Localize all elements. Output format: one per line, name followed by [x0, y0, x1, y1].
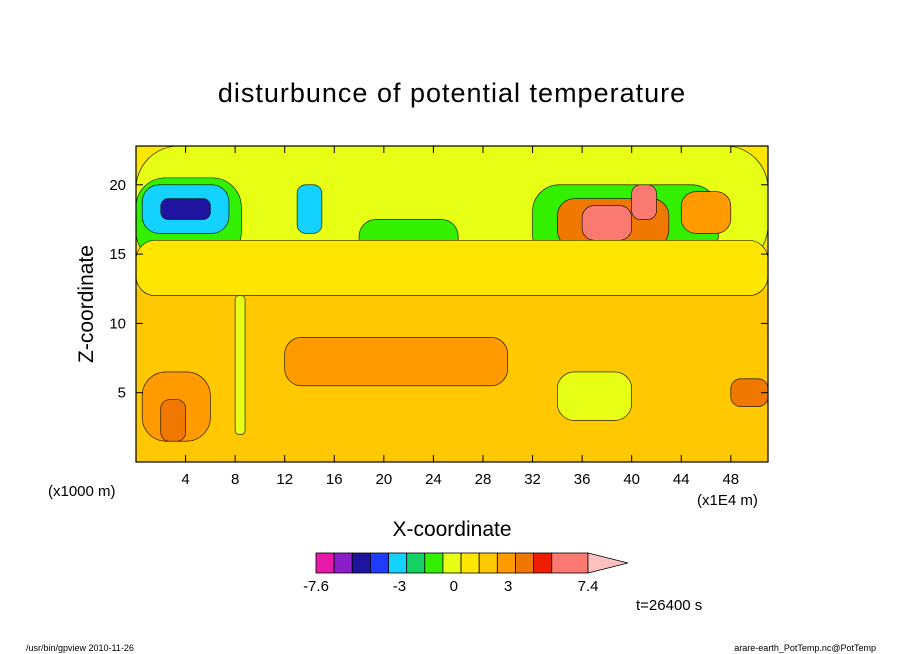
- colorbar-segment: [333, 552, 353, 574]
- colorbar-segment: [460, 552, 480, 574]
- contour-region: [581, 205, 632, 241]
- x-tick-label: 16: [326, 471, 343, 488]
- contour-region: [296, 184, 323, 234]
- colorbar-segment: [369, 552, 389, 574]
- colorbar-segment: [533, 552, 553, 574]
- colorbar-segment: [551, 552, 589, 574]
- contour-region: [160, 198, 211, 220]
- footer-left: /usr/bin/gpview 2010-11-26: [26, 643, 134, 653]
- colorbar: [315, 552, 629, 574]
- colorbar-label: 7.4: [578, 578, 599, 595]
- x-tick-label: 4: [181, 471, 189, 488]
- colorbar-label: -7.6: [303, 578, 329, 595]
- y-axis-ticks: 5 10 15 20: [109, 177, 768, 402]
- x-axis-ticks: 4 8 12 16 20 24 28 32 36 40 44 48: [181, 146, 739, 488]
- colorbar-extend-arrow: [587, 552, 629, 574]
- plot-frame: [135, 145, 769, 463]
- y-axis-label: Z-coordinate: [75, 245, 98, 363]
- time-annotation: t=26400 s: [636, 597, 702, 614]
- contour-region: [135, 239, 769, 296]
- x-tick-label: 12: [276, 471, 293, 488]
- x-tick-label: 24: [425, 471, 442, 488]
- colorbar-label: 0: [450, 578, 458, 595]
- colorbar-segment: [442, 552, 462, 574]
- contour-region: [284, 336, 509, 387]
- x-tick-label: 40: [623, 471, 640, 488]
- x-axis-label: X-coordinate: [392, 518, 511, 541]
- colorbar-segment: [496, 552, 516, 574]
- x-tick-label: 28: [475, 471, 492, 488]
- contour-plot-area: [135, 145, 769, 462]
- x-tick-label: 32: [524, 471, 541, 488]
- footer-right: arare-earth_PotTemp.nc@PotTemp: [734, 643, 876, 653]
- colorbar-segment: [406, 552, 426, 574]
- contour-region: [557, 371, 632, 421]
- x-tick-label: 44: [673, 471, 690, 488]
- contour-region: [160, 399, 186, 442]
- chart-title: disturbunce of potential temperature: [218, 78, 686, 108]
- y-tick-label: 10: [109, 315, 126, 332]
- contour-region: [680, 191, 732, 234]
- colorbar-labels: -7.6 -3 0 3 7.4: [303, 578, 598, 595]
- y-tick-label: 5: [118, 385, 126, 402]
- colorbar-segment: [315, 552, 335, 574]
- colorbar-segment: [515, 552, 535, 574]
- x-tick-label: 36: [574, 471, 591, 488]
- colorbar-segment: [351, 552, 371, 574]
- colorbar-label: -3: [393, 578, 406, 595]
- y-tick-label: 15: [109, 246, 126, 263]
- x-tick-label: 20: [375, 471, 392, 488]
- x-scale-note: (x1E4 m): [697, 492, 758, 509]
- colorbar-segment: [424, 552, 444, 574]
- colorbar-segment: [388, 552, 408, 574]
- y-tick-label: 20: [109, 177, 126, 194]
- y-scale-note: (x1000 m): [48, 483, 116, 500]
- x-tick-label: 48: [722, 471, 739, 488]
- colorbar-label: 3: [504, 578, 512, 595]
- contour-region: [631, 184, 657, 220]
- colorbar-segment: [478, 552, 498, 574]
- x-tick-label: 8: [231, 471, 239, 488]
- contour-region: [234, 295, 246, 435]
